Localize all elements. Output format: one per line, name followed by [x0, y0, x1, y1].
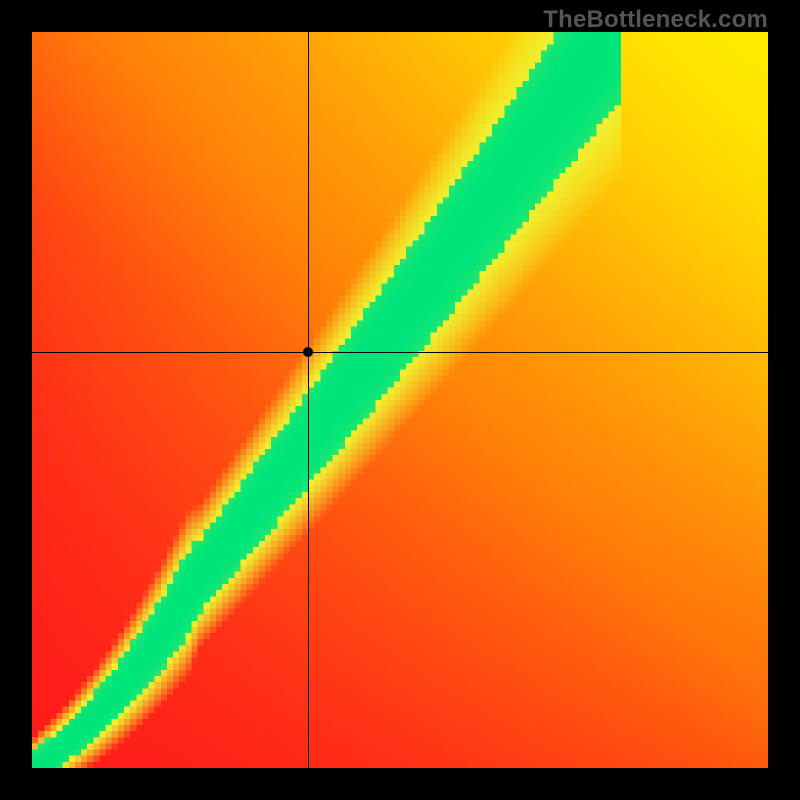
bottleneck-heatmap: [32, 32, 768, 768]
crosshair-vertical: [308, 32, 309, 768]
chart-container: TheBottleneck.com: [0, 0, 800, 800]
watermark-text: TheBottleneck.com: [543, 6, 768, 34]
crosshair-horizontal: [32, 352, 768, 353]
